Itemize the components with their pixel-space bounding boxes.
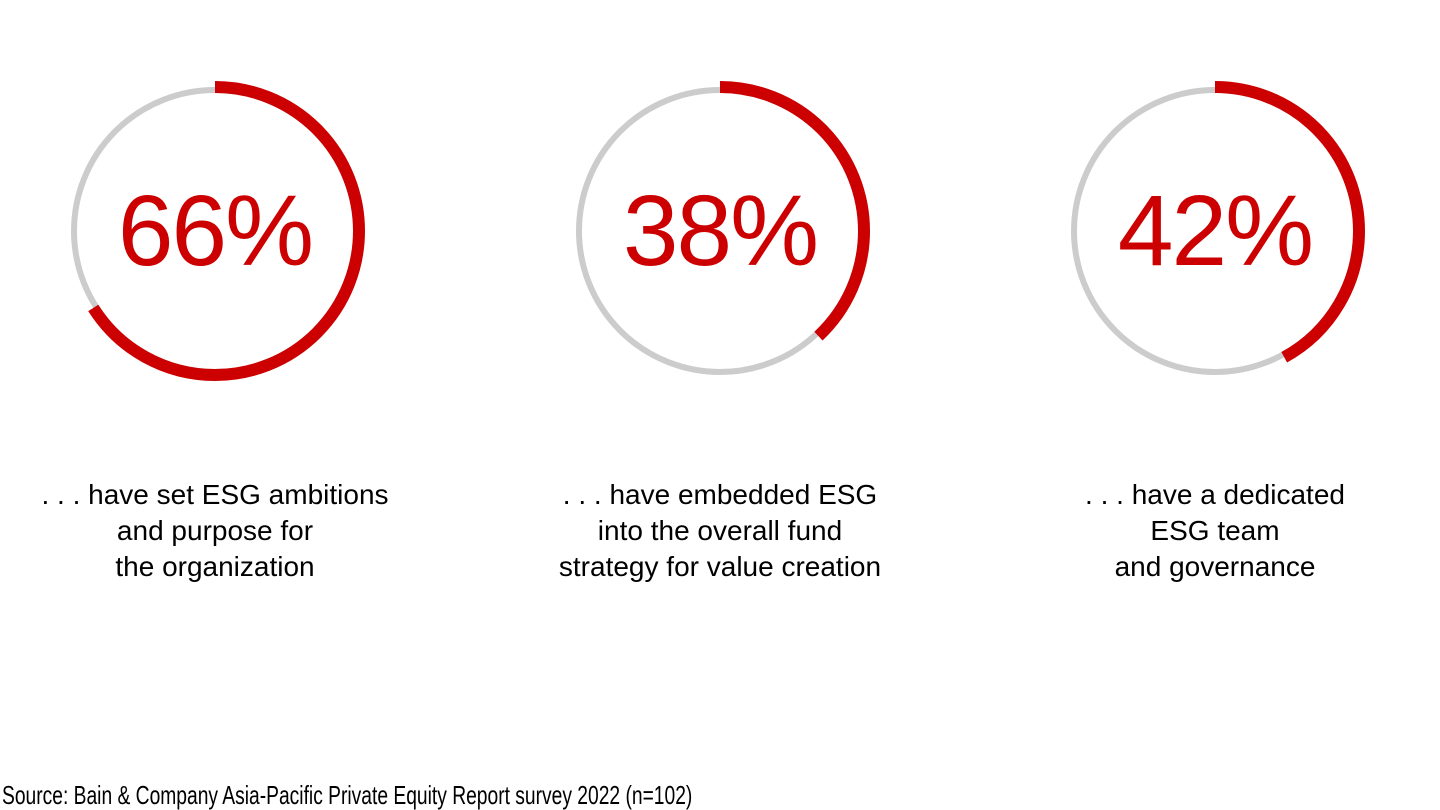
- donut-percent-label: 42%: [1117, 175, 1314, 287]
- donut-chart-esg-ambitions: 66%: [50, 66, 380, 396]
- donut-filled-arc: [1065, 81, 1365, 381]
- donut-chart-esg-fund-strategy: 38%: [555, 66, 885, 396]
- source-note: Source: Bain & Company Asia-Pacific Priv…: [2, 780, 693, 810]
- caption-line: . . . have embedded ESG: [562, 479, 878, 510]
- chart-caption-esg-fund-strategy: . . . have embedded ESG into the overall…: [460, 477, 980, 585]
- caption-line: ESG team: [1150, 515, 1280, 546]
- donut-svg: [570, 81, 870, 381]
- donut-filled-arc: [570, 81, 870, 381]
- donut-svg: [65, 81, 365, 381]
- chart-caption-esg-ambitions: . . . have set ESG ambitions and purpose…: [0, 477, 475, 585]
- caption-line: and purpose for: [116, 515, 314, 546]
- caption-line: the organization: [115, 551, 315, 582]
- caption-line: strategy for value creation: [558, 551, 882, 582]
- caption-line: into the overall fund: [597, 515, 843, 546]
- caption-line: and governance: [1114, 551, 1316, 582]
- donut-svg: [1065, 81, 1365, 381]
- chart-caption-esg-team: . . . have a dedicated ESG team and gove…: [955, 477, 1440, 585]
- donut-percent-label: 66%: [117, 175, 314, 287]
- donut-chart-esg-team: 42%: [1050, 66, 1380, 396]
- caption-line: . . . have set ESG ambitions: [41, 479, 389, 510]
- caption-line: . . . have a dedicated: [1085, 479, 1345, 510]
- donut-filled-arc: [65, 81, 365, 381]
- donut-percent-label: 38%: [622, 175, 819, 287]
